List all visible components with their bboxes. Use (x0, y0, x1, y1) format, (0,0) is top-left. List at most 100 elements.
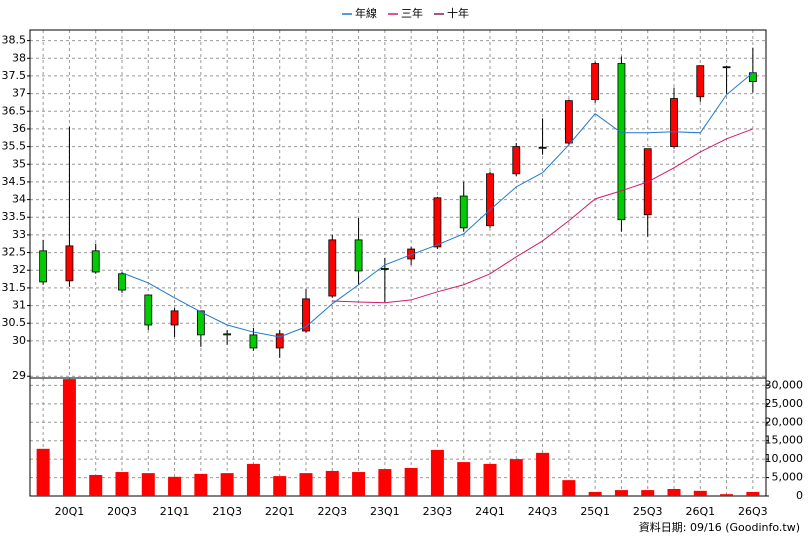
x-tick-label: 21Q3 (212, 505, 242, 518)
volume-bar (746, 491, 760, 496)
y2-tick-label: 15,000 (765, 434, 804, 447)
volume-bar (430, 449, 444, 496)
volume-bar (141, 473, 155, 496)
volume-bar (614, 490, 628, 496)
volume-bar (509, 459, 523, 496)
y-tick-label: 38.5 (2, 34, 27, 47)
ma-line (121, 72, 754, 338)
candle-body (380, 268, 389, 270)
candle-body (249, 334, 258, 349)
x-tick-label: 24Q1 (475, 505, 505, 518)
candle-body (591, 63, 600, 100)
x-tick-label: 23Q3 (423, 505, 453, 518)
ma-line (332, 128, 754, 304)
y-tick-label: 29 (12, 369, 26, 382)
y-tick-label: 35.5 (2, 140, 27, 153)
candle-body (144, 294, 153, 326)
y-tick-label: 32.5 (2, 246, 27, 259)
y-tick-label: 34 (12, 193, 26, 206)
legend-label: 年線 (355, 6, 377, 20)
candle-body (512, 146, 521, 175)
plot-frame (29, 29, 767, 497)
x-tick-label: 23Q1 (370, 505, 400, 518)
candle-body (696, 65, 705, 98)
y-tick-label: 36 (12, 122, 26, 135)
volume-bar (115, 472, 129, 496)
candle-body (302, 298, 310, 332)
legend-label: 三年 (401, 6, 423, 20)
candle-body (328, 239, 337, 297)
candle-body (670, 98, 678, 147)
volume-bar (62, 379, 76, 496)
candle-body (459, 195, 468, 229)
volume-bar (89, 474, 103, 496)
volume-bar (220, 473, 234, 496)
volume-bar (352, 472, 366, 496)
volume-bar (299, 473, 313, 496)
volume-bar (457, 462, 471, 496)
x-tick-label: 20Q1 (55, 505, 85, 518)
y2-tick-label: 0 (796, 489, 803, 502)
volume-bar (168, 476, 182, 496)
candle-body (538, 146, 547, 149)
source-note: 資料日期: 09/16 (Goodinfo.tw) (639, 520, 800, 534)
volume-bar (562, 480, 576, 496)
candle-body (433, 197, 442, 248)
volume-bar (246, 463, 260, 496)
x-tick-label: 24Q3 (528, 505, 558, 518)
candle-body (748, 72, 757, 82)
volume-bar (588, 491, 602, 496)
volume-bar (378, 469, 392, 496)
volume-bar (325, 470, 339, 496)
x-tick-label: 25Q1 (580, 505, 610, 518)
x-tick-label: 26Q3 (738, 505, 768, 518)
x-tick-label: 22Q1 (265, 505, 295, 518)
y-tick-label: 33.5 (2, 210, 27, 223)
y-tick-label: 33 (12, 228, 26, 241)
y-tick-label: 37 (12, 87, 26, 100)
volume-bar (404, 467, 418, 496)
x-tick-label: 21Q1 (160, 505, 190, 518)
candle-body (407, 248, 416, 260)
volume-bar (641, 490, 655, 496)
volume-bar (273, 476, 287, 496)
candle-body (617, 63, 626, 221)
y-tick-label: 30 (12, 334, 26, 347)
y2-tick-label: 25,000 (765, 397, 804, 410)
y2-tick-label: 5,000 (772, 471, 804, 484)
y-tick-label: 31.5 (2, 281, 27, 294)
candle-body (275, 333, 284, 349)
candle-body (564, 100, 573, 144)
candle-body (65, 245, 74, 282)
legend-label: 十年 (447, 6, 469, 20)
volume-bar (536, 452, 550, 496)
candle-body (196, 310, 205, 336)
candle-body (39, 250, 48, 283)
y-tick-label: 34.5 (2, 175, 27, 188)
x-tick-label: 22Q3 (317, 505, 347, 518)
volume-bar (483, 463, 497, 496)
candle-body (354, 239, 363, 272)
y-tick-label: 36.5 (2, 104, 27, 117)
candle-body (170, 310, 179, 326)
y-tick-label: 35 (12, 157, 26, 170)
y-tick-label: 32 (12, 263, 26, 276)
candle-body (223, 333, 232, 336)
y2-tick-label: 30,000 (765, 378, 804, 391)
volume-bar (693, 490, 707, 496)
volume-bar (194, 473, 208, 496)
x-tick-label: 26Q1 (685, 505, 715, 518)
y-tick-label: 38 (12, 51, 26, 64)
candle-body (486, 173, 494, 227)
volume-bar (36, 448, 50, 496)
candle-body (118, 273, 126, 291)
volume-bar (720, 494, 734, 496)
x-tick-label: 20Q3 (107, 505, 137, 518)
volume-bar (667, 488, 681, 496)
candle-body (91, 250, 100, 273)
y2-tick-label: 10,000 (765, 452, 804, 465)
y2-tick-label: 20,000 (765, 415, 804, 428)
candle-body (722, 66, 731, 69)
